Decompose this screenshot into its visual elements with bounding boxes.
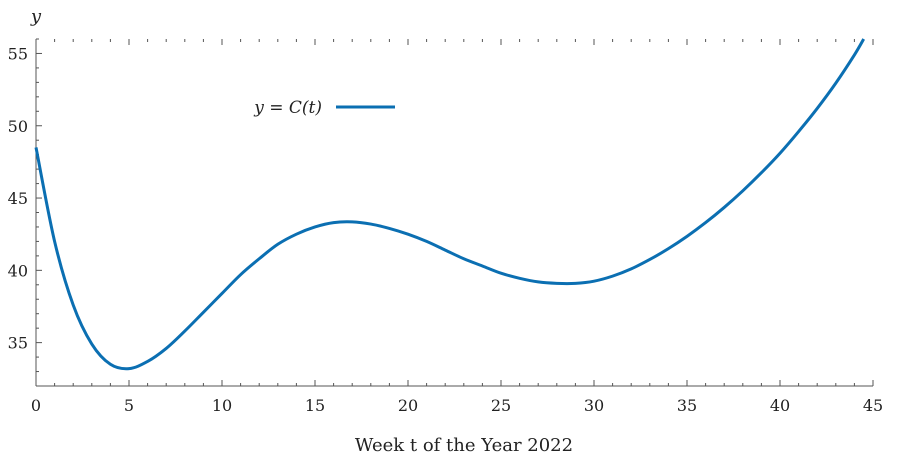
x-tick-label: 5 [124, 396, 134, 415]
y-tick-label: 40 [8, 261, 28, 280]
x-axis-label: Week t of the Year 2022 [355, 435, 573, 456]
x-tick-label: 40 [770, 396, 790, 415]
x-tick-label: 45 [863, 396, 883, 415]
legend: y = C(t) [253, 98, 395, 118]
x-tick-label: 15 [305, 396, 325, 415]
x-tick-label: 30 [584, 396, 604, 415]
x-tick-label: 25 [491, 396, 511, 415]
x-tick-label: 35 [677, 396, 697, 415]
y-tick-labels: 35 40 45 50 55 [8, 44, 28, 352]
axes-frame [35, 39, 873, 387]
series-layer [34, 38, 865, 371]
y-axis-label: y [30, 6, 42, 27]
y-tick-label: 50 [8, 117, 28, 136]
y-tick-label: 35 [8, 334, 28, 353]
series-line [34, 38, 865, 371]
legend-label: y = C(t) [253, 98, 322, 118]
y-tick-label: 55 [8, 44, 28, 63]
x-tick-label: 20 [398, 396, 418, 415]
x-tick-labels: 0 5 10 15 20 25 30 35 40 45 [31, 396, 883, 415]
y-tick-label: 45 [8, 189, 28, 208]
tick-marks [35, 38, 874, 386]
x-tick-label: 10 [212, 396, 232, 415]
x-tick-label: 0 [31, 396, 41, 415]
